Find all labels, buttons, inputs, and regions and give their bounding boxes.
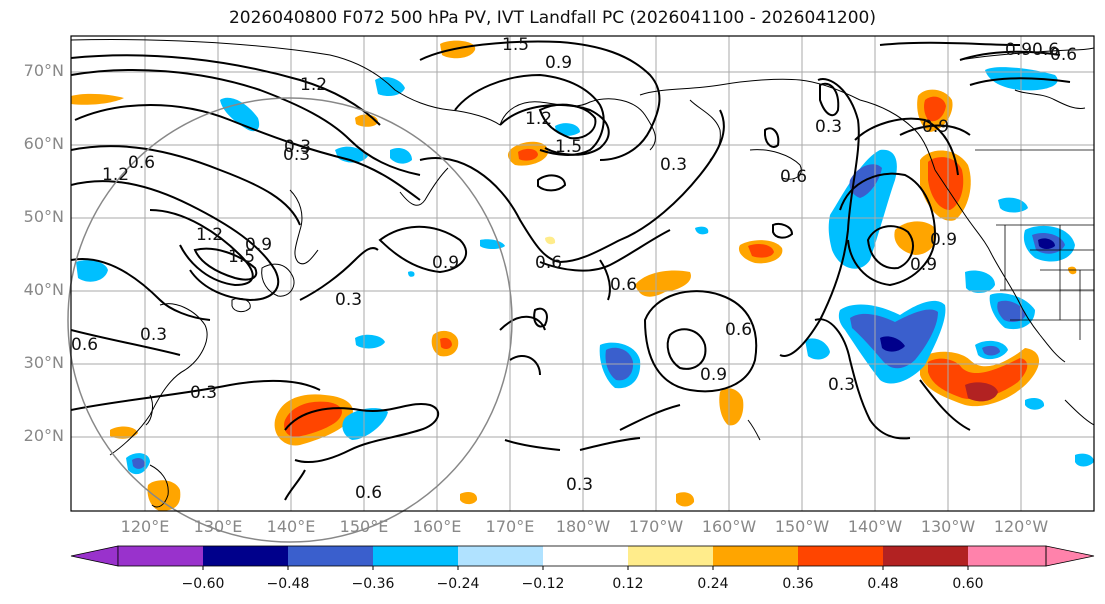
colorbar-extend-low bbox=[70, 545, 119, 567]
lon-label: 180°W bbox=[555, 517, 611, 536]
contour-label: 1.2 bbox=[196, 225, 223, 245]
contour-label: 0.6 bbox=[725, 320, 752, 340]
contour-label: 0.6 bbox=[71, 335, 98, 355]
contour-label: 0.9 bbox=[245, 235, 272, 255]
contour-label: 0.9 bbox=[700, 365, 727, 385]
colorbar-bin bbox=[203, 546, 288, 566]
contour-label: 0.6 bbox=[780, 167, 807, 187]
lon-label: 130°W bbox=[920, 517, 976, 536]
lon-label: 120°W bbox=[993, 517, 1049, 536]
contour-label: 1.2 bbox=[525, 109, 552, 129]
colorbar-tick-label: −0.24 bbox=[436, 576, 480, 592]
contour-label: 0.9 bbox=[922, 117, 949, 137]
colorbar-tick-label: 0.60 bbox=[952, 576, 984, 592]
contour-label-layer: 1.5 0.9 0.6 1.2 1.2 0.3 0.6 1.2 1.5 0.9 … bbox=[71, 35, 1077, 503]
contour-label: 0.9 bbox=[545, 53, 572, 73]
contour-label: 0.9 bbox=[432, 253, 459, 273]
lon-label: 170°W bbox=[628, 517, 684, 536]
contour-label: 0.9 bbox=[1005, 40, 1032, 60]
lat-label: 20°N bbox=[23, 426, 64, 445]
contour-label: 0.9 bbox=[930, 230, 957, 250]
colorbar-tick-label: 0.36 bbox=[782, 576, 814, 592]
map-title: 2026040800 F072 500 hPa PV, IVT Landfall… bbox=[228, 8, 876, 28]
ivt-anomaly-fills bbox=[71, 40, 1094, 511]
contour-label: 1.5 bbox=[555, 137, 582, 157]
lat-label: 60°N bbox=[23, 134, 64, 153]
borders bbox=[975, 149, 1094, 340]
contour-label: 1.2 bbox=[102, 165, 129, 185]
coastlines bbox=[71, 39, 1094, 508]
colorbar-tick-label: −0.60 bbox=[181, 576, 225, 592]
contour-label: 1.2 bbox=[300, 75, 327, 95]
contour-label: 1.5 bbox=[228, 247, 255, 267]
colorbar-bin bbox=[713, 546, 798, 566]
contour-label: 0.6 bbox=[1050, 45, 1077, 65]
colorbar-bin bbox=[968, 546, 1046, 566]
radius-circle bbox=[67, 97, 513, 543]
lon-label: 160°E bbox=[412, 517, 462, 536]
colorbar-tick-label: −0.48 bbox=[266, 576, 310, 592]
contour-label: 0.3 bbox=[284, 137, 311, 157]
colorbar-bin bbox=[798, 546, 883, 566]
colorbar-bin bbox=[288, 546, 373, 566]
lon-label: 160°W bbox=[701, 517, 757, 536]
colorbar-tick-label: 0.12 bbox=[612, 576, 644, 592]
contour-label: 0.9 bbox=[910, 255, 937, 275]
lon-label: 150°W bbox=[774, 517, 830, 536]
colorbar-bin bbox=[373, 546, 458, 566]
contour-label: 0.3 bbox=[190, 383, 217, 403]
contour-label: 0.3 bbox=[283, 145, 310, 165]
colorbar bbox=[70, 545, 1095, 570]
colorbar-tick-label: 0.24 bbox=[697, 576, 729, 592]
lon-label: 140°W bbox=[847, 517, 903, 536]
colorbar-extend-high bbox=[1045, 545, 1095, 567]
contour-label: 0.3 bbox=[140, 325, 167, 345]
map-frame bbox=[70, 35, 1095, 512]
colorbar-bin bbox=[458, 546, 543, 566]
contour-label: 0.6 bbox=[535, 253, 562, 273]
graticule bbox=[71, 36, 1094, 511]
lon-label: 140°E bbox=[266, 517, 316, 536]
contour-label: 0.6 bbox=[128, 153, 155, 173]
lon-label: 120°E bbox=[120, 517, 170, 536]
colorbar-bin bbox=[883, 546, 968, 566]
lon-label: 130°E bbox=[193, 517, 243, 536]
lon-label: 170°E bbox=[485, 517, 535, 536]
colorbar-bin bbox=[628, 546, 713, 566]
contour-label: 0.3 bbox=[815, 117, 842, 137]
contour-label: 0.6 bbox=[355, 483, 382, 503]
lat-label: 30°N bbox=[23, 353, 64, 372]
contour-label: 1.5 bbox=[502, 35, 529, 55]
colorbar-bin bbox=[118, 546, 203, 566]
colorbar-tick-label: −0.36 bbox=[351, 576, 395, 592]
contour-label: 0.3 bbox=[566, 475, 593, 495]
colorbar-bin bbox=[543, 546, 628, 566]
colorbar-tick-label: −0.12 bbox=[521, 576, 565, 592]
lat-label: 50°N bbox=[23, 207, 64, 226]
contour-label: 0.6 bbox=[610, 275, 637, 295]
contour-label: 0.3 bbox=[660, 155, 687, 175]
contour-label: 0.6 bbox=[1032, 40, 1059, 60]
lat-label: 70°N bbox=[23, 61, 64, 80]
positive-anomaly-patch bbox=[284, 401, 342, 437]
lat-label: 40°N bbox=[23, 280, 64, 299]
contour-label: 0.3 bbox=[828, 375, 855, 395]
lon-label: 150°E bbox=[339, 517, 389, 536]
pv-contours bbox=[71, 40, 1071, 501]
colorbar-tick-label: 0.48 bbox=[867, 576, 899, 592]
contour-label: 0.3 bbox=[335, 290, 362, 310]
